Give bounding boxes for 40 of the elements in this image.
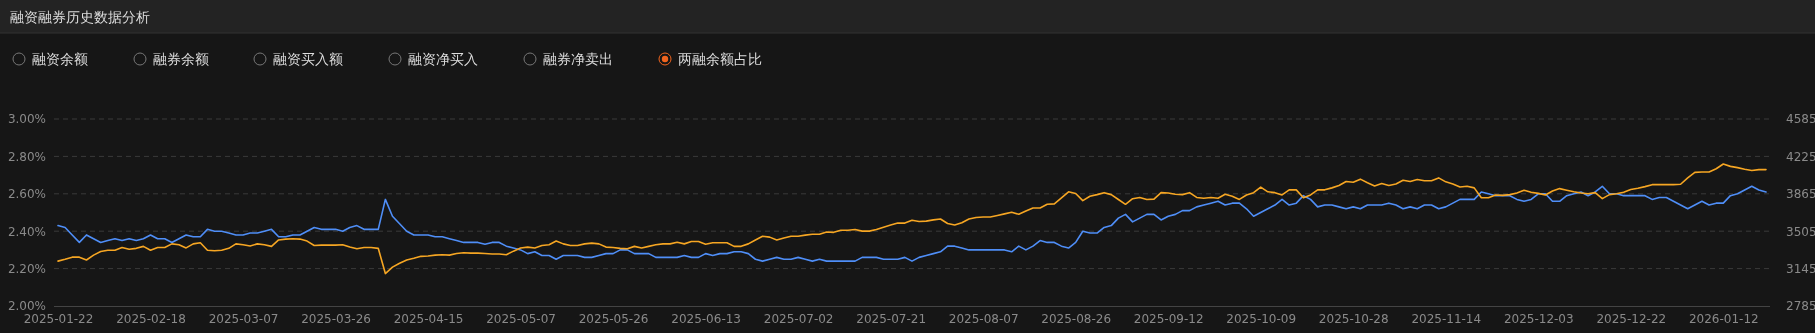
y-tick-label: 2.60% (7, 187, 46, 202)
y-tick-label: 2.20% (7, 261, 46, 276)
x-tick-label: 2025-07-21 (856, 311, 927, 326)
line-series (57, 163, 1767, 275)
y-tick-label: 2.40% (7, 224, 46, 239)
x-tick-label: 2025-07-02 (763, 311, 834, 326)
x-tick-label: 2025-02-18 (116, 311, 186, 326)
x-tick-label: 2025-10-28 (1318, 311, 1389, 326)
chart-title: 融资融券历史数据分析 (10, 9, 150, 25)
y2-tick-label: 3505 (1786, 224, 1815, 239)
x-tick-label: 2025-10-09 (1226, 311, 1297, 326)
x-tick-label: 2025-06-13 (671, 311, 741, 326)
y-tick-label: 2.00% (7, 299, 46, 314)
x-tick-label: 2026-01-12 (1688, 311, 1759, 326)
y-tick-label: 2.80% (7, 149, 46, 164)
y2-tick-label: 3865 (1786, 187, 1815, 202)
x-tick-label: 2025-09-12 (1133, 311, 1204, 326)
text: 两融余额占比 (678, 51, 762, 67)
text: 融资净买入 (408, 51, 478, 67)
x-tick-label: 2025-05-07 (486, 311, 556, 326)
x-tick-label: 2025-08-07 (948, 311, 1019, 326)
y-tick-label: 3.00% (7, 112, 46, 127)
text: 融券净卖出 (543, 51, 613, 67)
y2-tick-label: 4585 (1786, 112, 1815, 127)
text: 融资余额 (32, 51, 88, 67)
line-series (57, 185, 1767, 262)
y2-tick-label: 3145 (1786, 261, 1815, 276)
x-tick-label: 2025-01-22 (23, 311, 94, 326)
x-tick-label: 2025-03-07 (208, 311, 279, 326)
y2-tick-label: 2785 (1786, 299, 1815, 314)
text: 融券余额 (153, 51, 209, 67)
x-tick-label: 2025-03-26 (301, 311, 371, 326)
x-tick-label: 2025-11-14 (1411, 311, 1482, 326)
y2-tick-label: 4225 (1786, 149, 1815, 164)
x-tick-label: 2025-04-15 (393, 311, 464, 326)
x-tick-label: 2025-12-03 (1503, 311, 1574, 326)
x-tick-label: 2025-08-26 (1041, 311, 1112, 326)
x-tick-label: 2025-05-26 (578, 311, 649, 326)
text: 融资买入额 (273, 51, 343, 67)
x-tick-label: 2025-12-22 (1596, 311, 1667, 326)
